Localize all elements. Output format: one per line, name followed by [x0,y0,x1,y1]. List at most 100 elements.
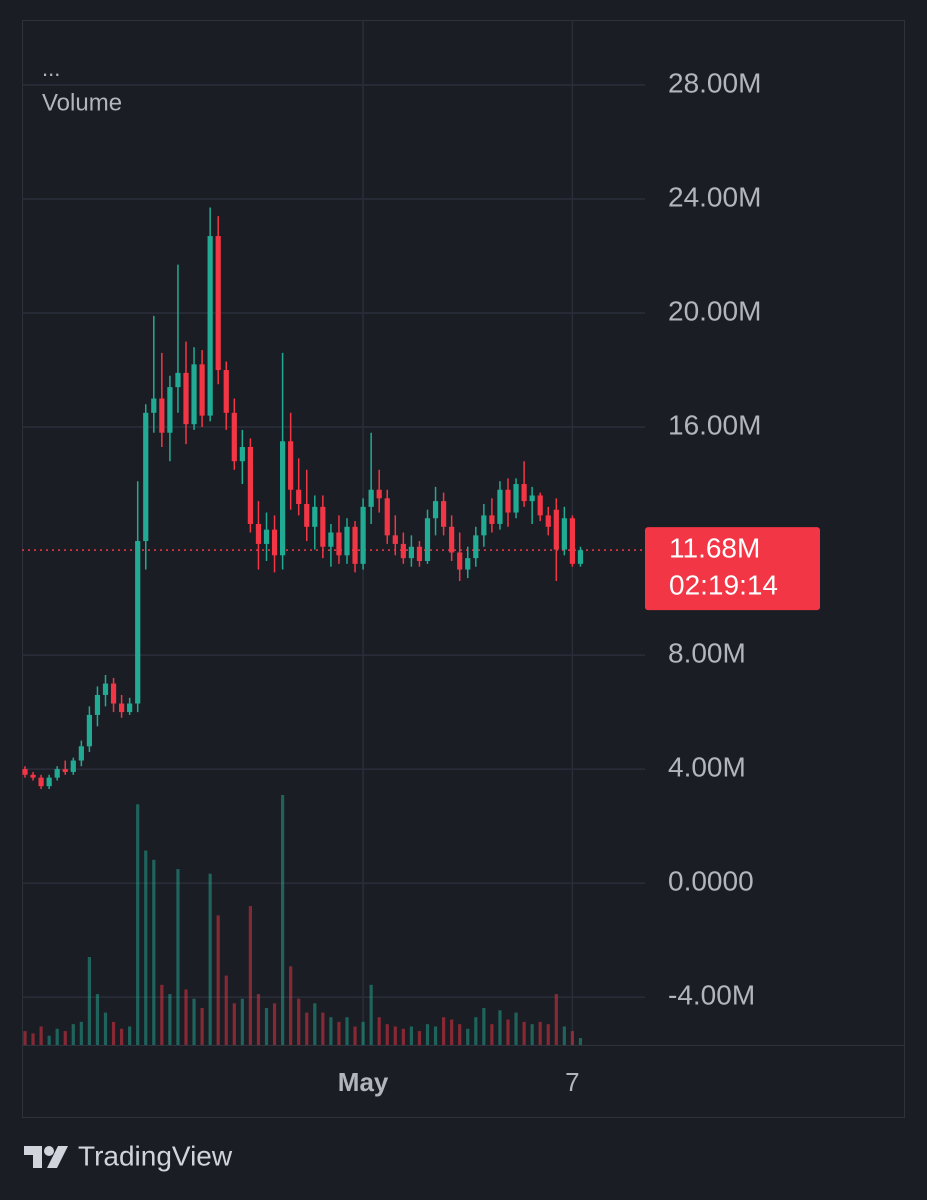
volume-bar [345,1017,349,1045]
volume-bar [39,1026,43,1045]
volume-bar [361,1021,365,1045]
x-tick-label: 7 [565,1067,579,1097]
volume-bar [232,1003,236,1045]
volume-bar [160,984,164,1045]
candle-body [561,518,567,550]
volume-bar [55,1028,59,1045]
volume-bar [474,1017,478,1045]
candle-body [569,518,575,564]
volume-bar [538,1021,542,1045]
candle-body [38,777,44,787]
candle-body [159,398,165,433]
volume-bar [321,1012,325,1045]
candle-body [481,515,487,536]
volume-bar [329,1017,333,1045]
candle-body [191,364,197,425]
volume-bar [200,1007,204,1045]
candle-body [473,535,479,559]
volume-bar [63,1031,67,1045]
footer-brand[interactable]: TradingView [78,1140,233,1171]
candle-body [119,703,125,713]
candle-body [577,550,584,564]
candle-body [441,501,447,527]
volume-bar [152,859,156,1045]
volume-bar [353,1026,357,1045]
candle-body [30,774,36,778]
volume-bar [264,1007,269,1045]
volume-bar [248,906,252,1045]
y-tick-label: 8.00M [668,637,746,668]
volume-bar [256,994,261,1045]
candle-body [384,498,390,536]
volume-bar [546,1024,550,1045]
volume-bar [466,1028,470,1045]
volume-bar [176,869,180,1045]
candle-body [376,489,382,499]
volume-bar [95,994,100,1045]
candle-body [336,532,342,556]
volume-bar [578,1038,583,1045]
candle-body [408,546,414,559]
volume-bar [23,1031,27,1045]
volume-bar [136,804,140,1045]
volume-pane [23,795,583,1045]
volume-bar [208,873,212,1045]
volume-bar [377,1017,381,1045]
candle-body [102,683,109,695]
volume-bar [87,957,91,1045]
candle-body [288,441,294,490]
volume-bar [409,1026,413,1045]
candle-body [352,526,358,564]
countdown: 02:19:14 [669,570,778,601]
volume-bar [297,998,301,1045]
legend-menu[interactable]: ... [42,56,60,81]
y-tick-label: 20.00M [668,295,761,326]
footer-logo [24,1146,68,1168]
volume-bar [562,1026,566,1045]
candle-body [416,546,423,562]
volume-bar [433,1026,438,1045]
candle-body [86,714,92,747]
candle-body [553,509,559,550]
volume-bar [514,1012,518,1045]
y-tick-label: 0.0000 [668,865,754,896]
y-tick-label: 24.00M [668,181,761,212]
volume-bar [184,989,188,1045]
candle-body [328,532,334,547]
candle-body [296,489,302,504]
candle-body [135,541,141,704]
volume-bar [144,850,148,1045]
candle-body [247,446,253,524]
volume-bar [498,1010,502,1045]
candle-body [271,529,278,556]
candles [22,207,584,790]
volume-bar [305,1012,309,1045]
candle-body [22,769,28,775]
volume-bar [369,984,373,1045]
volume-bar [482,1007,486,1045]
candle-body [344,526,350,556]
x-tick-label: May [338,1067,389,1097]
candle-body [167,387,173,433]
candle-body [280,441,286,556]
volume-bar [442,1017,446,1045]
volume-bar [393,1026,397,1045]
candle-body [368,489,374,507]
volume-bar [168,994,172,1045]
candle-body [78,746,84,761]
volume-bar [71,1024,75,1045]
candle-body [223,370,229,413]
candle-body [231,412,237,462]
volume-bar [289,966,293,1045]
y-tick-label: 4.00M [668,751,746,782]
last-price-box [645,527,820,611]
volume-bar [128,1026,132,1045]
volume-bar [281,795,285,1045]
volume-bar [216,915,220,1045]
candle-body [94,694,101,715]
candle-body [110,683,117,704]
candle-body [207,236,213,416]
volume-bar [313,1003,317,1045]
legend-volume: Volume [42,89,122,116]
